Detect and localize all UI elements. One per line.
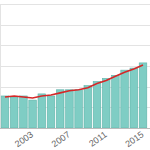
x-tick-label: 2015	[123, 129, 145, 149]
bar	[10, 97, 18, 128]
bar	[130, 68, 138, 128]
marks	[1, 63, 147, 128]
bar	[84, 86, 92, 128]
bar	[75, 90, 83, 128]
chart-svg: 2003 2007 2011 2015	[0, 0, 150, 150]
line	[5, 65, 143, 98]
chart: 2003 2007 2011 2015	[0, 0, 150, 150]
bar	[121, 70, 129, 128]
grid-line	[0, 128, 150, 129]
x-tick-label: 2003	[13, 129, 35, 149]
x-tick-label: 2007	[50, 129, 72, 149]
bar	[66, 90, 74, 128]
y-axis-line	[0, 4, 1, 128]
grid-line	[0, 45, 150, 46]
bar	[20, 96, 28, 128]
bar	[47, 96, 55, 128]
grid-line	[0, 66, 150, 67]
x-axis-line	[0, 128, 150, 129]
bar	[1, 96, 9, 128]
bar	[29, 100, 37, 128]
bar	[102, 78, 110, 128]
bar	[139, 63, 147, 128]
bar	[56, 90, 64, 128]
grid-line	[0, 25, 150, 26]
bar	[93, 82, 101, 129]
x-tick-label: 2011	[87, 129, 109, 148]
bar	[38, 94, 46, 128]
grid-line	[0, 4, 150, 5]
bar	[112, 75, 120, 128]
